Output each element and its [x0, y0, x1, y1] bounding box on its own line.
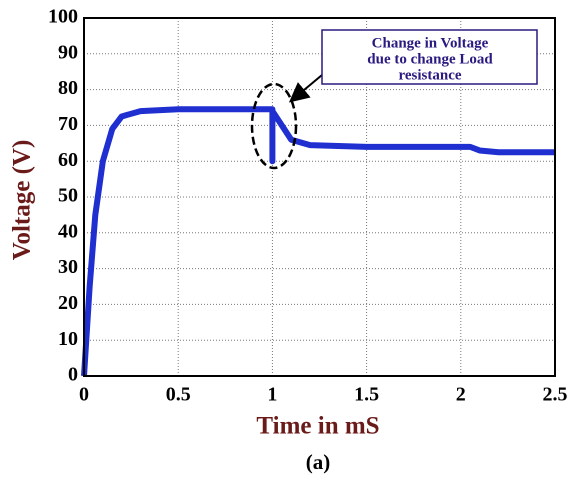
y-tick-label: 10 [58, 328, 78, 350]
annotation-box [321, 29, 538, 85]
y-axis-label: Voltage (V) [9, 140, 36, 261]
caption: (a) [306, 450, 331, 474]
x-tick-label: 1.5 [354, 384, 379, 406]
x-tick-label: 2 [456, 384, 466, 406]
y-tick-label: 0 [68, 364, 78, 386]
plot-area: 0 10 20 30 40 50 60 70 80 90 100 0 0.5 1 1.5 2 2.5 [48, 6, 568, 406]
data-line [81, 106, 555, 377]
y-tick-label: 30 [58, 256, 78, 278]
y-tick-label: 100 [48, 6, 78, 28]
y-tick-label: 50 [58, 185, 78, 207]
y-tick-label: 80 [58, 77, 78, 99]
x-tick-label: 0 [79, 384, 89, 406]
annotation-line: resistance [398, 67, 461, 83]
y-tick-label: 60 [58, 149, 78, 171]
y-tick-label: 70 [58, 113, 78, 135]
y-tick-label: 20 [58, 292, 78, 314]
highlight-ellipse [250, 82, 298, 170]
annotation-line: due to change Load [367, 51, 493, 67]
x-tick-label: 1 [267, 384, 277, 406]
x-tick-label: 2.5 [543, 384, 568, 406]
x-axis-label: Time in mS [256, 413, 379, 440]
annotation-line: Change in Voltage [372, 35, 489, 51]
x-tick-label: 0.5 [166, 384, 191, 406]
plot-frame [83, 17, 556, 377]
y-tick-label: 40 [58, 220, 78, 242]
y-tick-label: 90 [58, 41, 78, 63]
